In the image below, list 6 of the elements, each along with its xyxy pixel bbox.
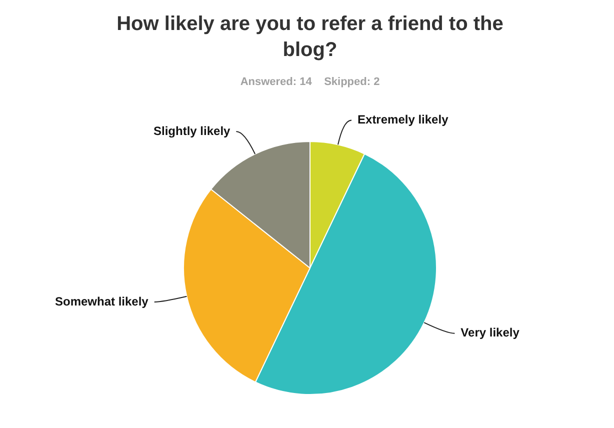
chart-title: How likely are you to refer a friend to the blog?	[116, 12, 504, 63]
slice-label: Extremely likely	[358, 112, 449, 127]
slice-label: Slightly likely	[154, 124, 231, 138]
slice-label: Somewhat likely	[54, 294, 149, 308]
slice-label: Very likely	[460, 326, 520, 340]
chart-subtitle: Answered: 14 Skipped: 2	[239, 76, 381, 88]
